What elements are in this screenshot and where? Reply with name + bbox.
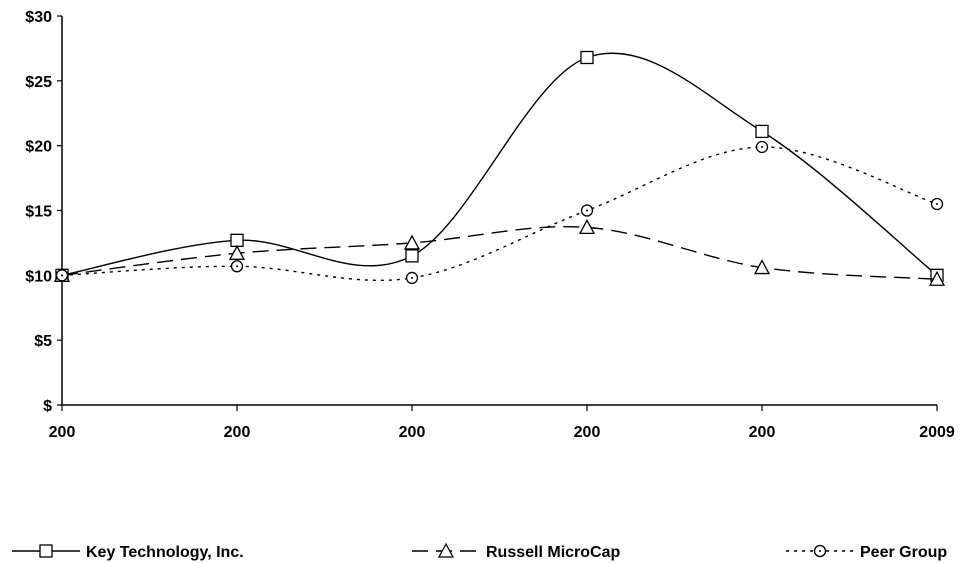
series-line-triangle xyxy=(61,225,938,280)
legend-item: Key Technology, Inc. xyxy=(12,544,244,561)
data-point-triangle xyxy=(928,270,946,286)
legend-marker-circle xyxy=(813,544,827,558)
data-point-circle-dot xyxy=(411,276,413,279)
x-tick-label: 200 xyxy=(399,424,426,441)
legend-marker-circle-dot xyxy=(819,550,821,552)
data-point-square xyxy=(755,124,769,139)
x-tick-label: 2009 xyxy=(919,424,955,441)
legend-label: Key Technology, Inc. xyxy=(86,544,244,561)
data-point-square xyxy=(230,233,244,247)
data-point-circle xyxy=(55,269,69,282)
data-point-circle-dot xyxy=(936,203,938,206)
data-point-circle-dot xyxy=(761,145,763,148)
chart-series xyxy=(53,50,946,286)
legend-marker-triangle xyxy=(437,542,455,558)
data-point-triangle xyxy=(753,259,771,275)
data-point-circle xyxy=(755,140,769,154)
y-tick-label: $5 xyxy=(34,333,52,350)
data-point-circle-dot xyxy=(61,274,63,277)
data-point-triangle xyxy=(228,244,246,260)
legend-marker-square xyxy=(39,544,53,558)
legend-item: Russell MicroCap xyxy=(412,542,620,561)
y-tick-label: $10 xyxy=(25,268,52,285)
legend-label: Russell MicroCap xyxy=(486,544,620,561)
x-tick-label: 200 xyxy=(224,424,251,441)
series-line-square xyxy=(61,52,938,277)
data-point-triangle xyxy=(403,234,421,250)
series-line-circle xyxy=(61,146,938,281)
y-tick-label: $ xyxy=(43,398,52,415)
data-point-circle-dot xyxy=(586,209,588,212)
data-point-triangle xyxy=(578,218,596,235)
y-tick-label: $30 xyxy=(25,9,52,26)
y-tick-label: $25 xyxy=(25,74,52,91)
data-point-circle xyxy=(580,204,594,217)
legend-label: Peer Group xyxy=(860,544,947,561)
data-point-circle-dot xyxy=(236,265,238,268)
x-tick-label: 200 xyxy=(574,424,601,441)
chart-axes: $ $5 $10 $15 $20 $25 $30 200 200 200 200 200 2009 xyxy=(25,9,955,441)
y-tick-label: $15 xyxy=(25,204,52,221)
data-point-square xyxy=(405,249,419,263)
x-tick-label: 200 xyxy=(49,424,76,441)
data-point-circle xyxy=(930,197,944,211)
data-point-circle xyxy=(405,271,419,285)
y-tick-label: $20 xyxy=(25,139,52,156)
data-point-circle xyxy=(230,260,244,273)
chart-legend: Key Technology, Inc. Russell MicroCap Peer… xyxy=(12,542,947,561)
data-point-square xyxy=(580,50,594,65)
x-tick-label: 200 xyxy=(749,424,776,441)
legend-item: Peer Group xyxy=(786,544,947,561)
